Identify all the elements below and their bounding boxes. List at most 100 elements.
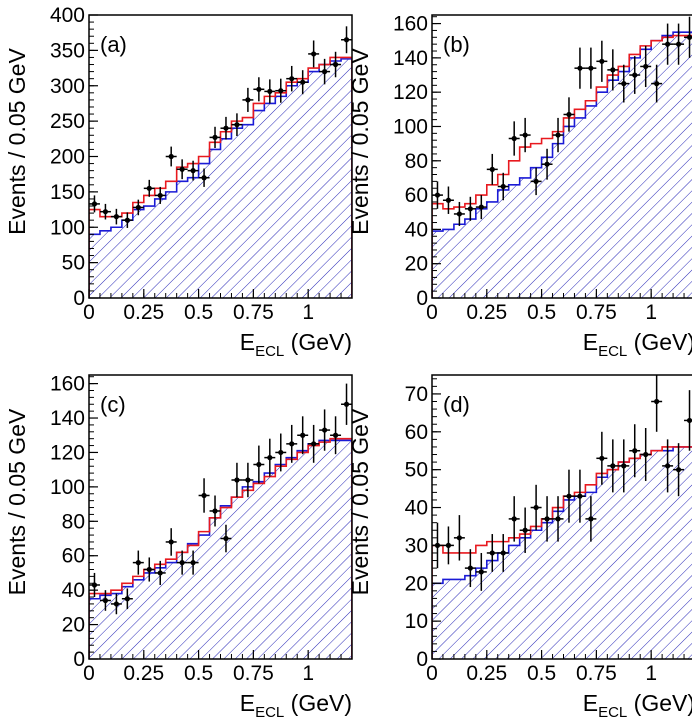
data-marker	[588, 65, 594, 71]
y-tick-label: 50	[405, 459, 428, 482]
y-tick-label: 50	[62, 252, 85, 275]
x-tick-label: 0.75	[576, 301, 617, 324]
y-tick-label: 80	[405, 150, 428, 173]
data-point	[629, 56, 641, 94]
x-tick-label: 0.25	[466, 301, 507, 324]
data-marker	[610, 67, 616, 73]
data-point	[242, 462, 254, 498]
x-tick-label: 1	[645, 662, 657, 685]
data-point	[464, 549, 476, 588]
panel-b: 0 20 40 60 80 100 120 140 160 0 0.25 0.5 0.75 1 (b) Eve…	[347, 13, 692, 360]
x-tick-label: 0.5	[184, 301, 213, 324]
data-marker	[621, 81, 627, 87]
data-point	[319, 409, 331, 451]
background-histogram	[432, 31, 692, 298]
data-point	[673, 23, 685, 65]
y-tick-label: 160	[50, 373, 85, 396]
data-point	[596, 431, 608, 485]
data-marker	[223, 125, 229, 131]
data-point	[640, 45, 652, 88]
data-point	[662, 23, 674, 65]
plot-area	[432, 16, 692, 298]
y-axis-title: Events / 0.05 GeV	[347, 48, 373, 235]
x-tick-label: 1	[302, 301, 314, 324]
data-point	[475, 195, 487, 220]
data-point	[651, 375, 663, 432]
data-marker	[643, 451, 649, 458]
y-tick-label: 100	[50, 476, 85, 499]
data-point	[662, 439, 674, 493]
data-point	[497, 172, 509, 201]
data-point	[552, 496, 564, 542]
total-fit-histogram	[89, 437, 352, 659]
x-axis-title: EECL (GeV)	[583, 329, 692, 360]
y-tick-label: 70	[405, 383, 428, 406]
data-marker	[245, 97, 251, 103]
y-axis-title: Events / 0.05 GeV	[347, 408, 373, 595]
panel-label: (d)	[443, 392, 470, 417]
data-marker	[278, 88, 284, 94]
data-point	[330, 416, 342, 455]
data-marker	[511, 516, 517, 522]
data-marker	[675, 467, 682, 473]
y-tick-label: 0	[73, 287, 85, 310]
data-marker	[588, 516, 594, 522]
data-marker	[555, 516, 561, 522]
x-tick-label: 1	[302, 662, 314, 685]
y-tick-label: 40	[62, 579, 85, 602]
data-marker	[675, 41, 682, 47]
data-point	[673, 443, 685, 497]
x-tick-label: 1	[645, 301, 657, 324]
data-point	[508, 496, 520, 542]
data-point	[341, 26, 352, 54]
data-point	[187, 160, 199, 181]
data-point	[519, 507, 531, 553]
panel-c: 0 20 40 60 80 100 120 140 160 0 0.25 0.5 0.75 1 (c) Eve…	[4, 373, 353, 721]
data-marker	[665, 41, 671, 47]
data-point	[143, 557, 155, 582]
data-point	[154, 186, 166, 204]
data-marker	[456, 535, 462, 541]
data-point	[264, 79, 276, 104]
data-marker	[124, 217, 130, 223]
data-marker	[168, 539, 174, 545]
background-hatch-fill	[89, 440, 352, 659]
data-point	[442, 186, 454, 214]
x-tick-label: 0.25	[123, 662, 164, 685]
data-point	[89, 195, 100, 213]
data-point	[198, 168, 210, 187]
y-tick-label: 160	[393, 13, 428, 36]
data-point	[585, 47, 597, 89]
data-point	[209, 495, 221, 527]
data-marker	[577, 65, 583, 71]
data-marker	[135, 204, 141, 211]
data-point	[486, 153, 498, 185]
data-point	[121, 588, 133, 610]
data-point	[242, 87, 254, 112]
data-marker	[599, 455, 605, 461]
data-marker	[146, 185, 152, 191]
data-point	[165, 146, 177, 167]
data-marker	[322, 69, 328, 75]
data-point	[286, 424, 298, 463]
y-tick-label: 60	[405, 184, 428, 207]
data-marker	[632, 72, 638, 78]
data-point	[319, 58, 331, 85]
data-point	[640, 428, 652, 482]
data-point	[275, 78, 287, 103]
data-point	[684, 390, 692, 451]
data-point	[220, 116, 232, 140]
data-marker	[500, 183, 506, 190]
total-fit-histogram	[432, 34, 692, 298]
data-marker	[544, 516, 550, 522]
data-point	[508, 121, 520, 156]
data-point	[132, 550, 144, 575]
data-point	[132, 199, 144, 216]
data-point	[341, 383, 352, 425]
data-marker	[632, 448, 638, 454]
data-point	[453, 201, 465, 226]
data-marker	[533, 504, 539, 511]
data-point	[253, 445, 265, 484]
y-tick-label: 140	[393, 47, 428, 70]
data-marker	[467, 565, 473, 571]
